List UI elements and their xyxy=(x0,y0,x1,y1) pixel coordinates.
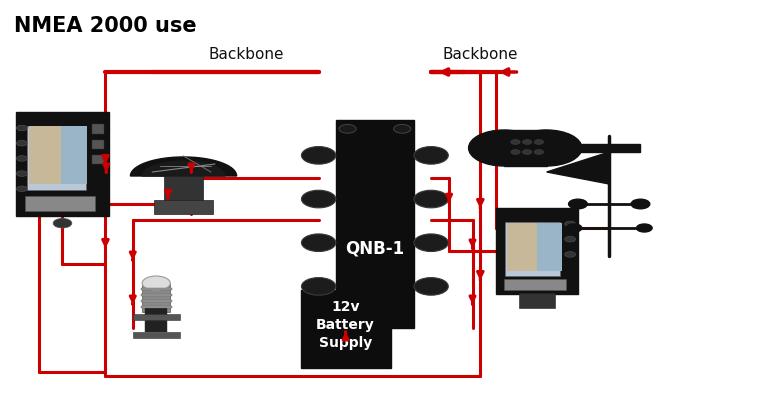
Circle shape xyxy=(414,146,448,164)
Polygon shape xyxy=(130,157,237,176)
Circle shape xyxy=(16,156,27,161)
Circle shape xyxy=(637,224,652,232)
Polygon shape xyxy=(142,161,225,176)
FancyBboxPatch shape xyxy=(27,126,86,190)
Circle shape xyxy=(522,150,532,154)
Circle shape xyxy=(301,146,336,164)
Text: NMEA 2000 use: NMEA 2000 use xyxy=(14,16,197,36)
FancyBboxPatch shape xyxy=(537,223,562,271)
Circle shape xyxy=(16,186,27,192)
Circle shape xyxy=(566,224,582,232)
FancyBboxPatch shape xyxy=(92,155,104,164)
FancyBboxPatch shape xyxy=(164,175,203,202)
FancyBboxPatch shape xyxy=(25,196,95,211)
Circle shape xyxy=(511,140,520,144)
Circle shape xyxy=(16,140,27,146)
FancyBboxPatch shape xyxy=(336,120,414,328)
FancyBboxPatch shape xyxy=(496,208,578,294)
FancyBboxPatch shape xyxy=(92,140,104,149)
FancyBboxPatch shape xyxy=(133,314,180,320)
Polygon shape xyxy=(547,152,609,184)
Circle shape xyxy=(469,130,539,166)
FancyBboxPatch shape xyxy=(505,222,560,276)
Circle shape xyxy=(565,252,576,257)
Circle shape xyxy=(565,221,576,227)
Circle shape xyxy=(565,236,576,242)
FancyBboxPatch shape xyxy=(141,300,172,302)
FancyBboxPatch shape xyxy=(92,124,104,134)
FancyBboxPatch shape xyxy=(141,306,172,308)
Circle shape xyxy=(301,190,336,208)
FancyBboxPatch shape xyxy=(504,130,547,166)
Text: QNB-1: QNB-1 xyxy=(345,240,405,258)
Circle shape xyxy=(16,171,27,176)
Circle shape xyxy=(16,125,27,131)
FancyBboxPatch shape xyxy=(547,144,640,152)
FancyBboxPatch shape xyxy=(61,126,87,184)
FancyBboxPatch shape xyxy=(141,294,172,296)
FancyBboxPatch shape xyxy=(29,126,61,184)
Circle shape xyxy=(511,150,520,154)
Circle shape xyxy=(569,199,587,209)
Circle shape xyxy=(631,199,650,209)
Circle shape xyxy=(142,276,170,290)
FancyBboxPatch shape xyxy=(519,293,555,308)
FancyBboxPatch shape xyxy=(142,284,170,312)
FancyBboxPatch shape xyxy=(141,288,172,290)
FancyBboxPatch shape xyxy=(145,308,167,332)
Circle shape xyxy=(339,124,356,133)
Circle shape xyxy=(534,140,544,144)
Circle shape xyxy=(394,124,411,133)
FancyBboxPatch shape xyxy=(16,112,109,216)
FancyBboxPatch shape xyxy=(507,223,537,271)
Circle shape xyxy=(512,130,582,166)
Circle shape xyxy=(522,140,532,144)
Text: Backbone: Backbone xyxy=(209,47,284,62)
Circle shape xyxy=(53,218,72,228)
Circle shape xyxy=(414,190,448,208)
Text: 12v
Battery
Supply: 12v Battery Supply xyxy=(316,300,375,350)
Text: Backbone: Backbone xyxy=(443,47,518,62)
FancyBboxPatch shape xyxy=(154,200,213,214)
Circle shape xyxy=(414,234,448,252)
Circle shape xyxy=(414,278,448,295)
Circle shape xyxy=(301,278,336,295)
Circle shape xyxy=(301,234,336,252)
Circle shape xyxy=(534,150,544,154)
FancyBboxPatch shape xyxy=(301,290,390,368)
FancyBboxPatch shape xyxy=(504,279,566,290)
FancyBboxPatch shape xyxy=(133,332,180,338)
